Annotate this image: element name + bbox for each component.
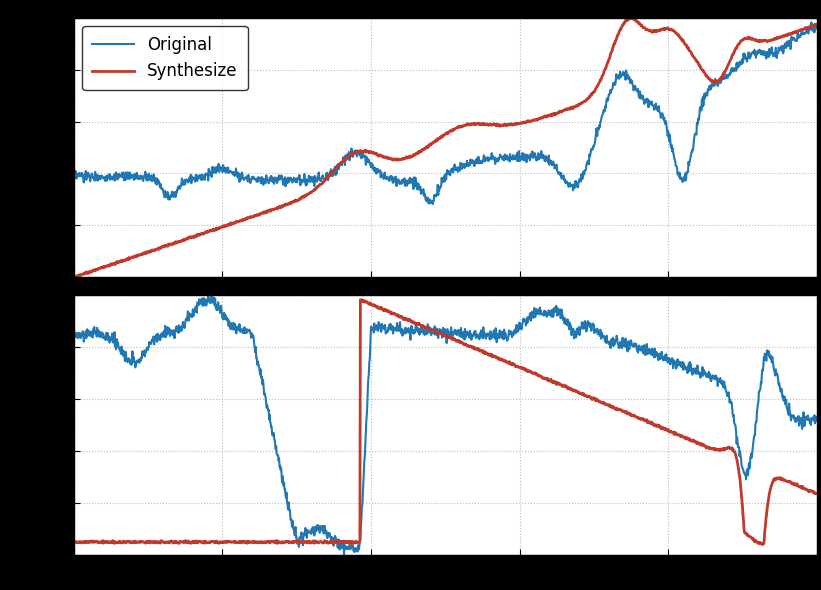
Original	[69, 169, 79, 176]
Synthesize	[413, 150, 423, 157]
Original	[493, 156, 502, 163]
Synthesize	[157, 244, 167, 251]
Original	[157, 185, 167, 192]
Original	[400, 175, 410, 182]
Synthesize	[384, 155, 394, 162]
Synthesize	[126, 254, 136, 261]
Original	[413, 183, 423, 191]
Synthesize	[492, 122, 502, 129]
Synthesize	[400, 155, 410, 162]
Original	[384, 178, 394, 185]
Line: Original: Original	[74, 22, 817, 204]
Original	[806, 19, 816, 26]
Original	[428, 201, 438, 208]
Line: Synthesize: Synthesize	[74, 18, 817, 277]
Synthesize	[625, 14, 635, 21]
Legend: Original, Synthesize: Original, Synthesize	[82, 26, 248, 90]
Original	[126, 171, 136, 178]
Original	[812, 22, 821, 30]
Synthesize	[69, 274, 79, 281]
Synthesize	[812, 21, 821, 28]
